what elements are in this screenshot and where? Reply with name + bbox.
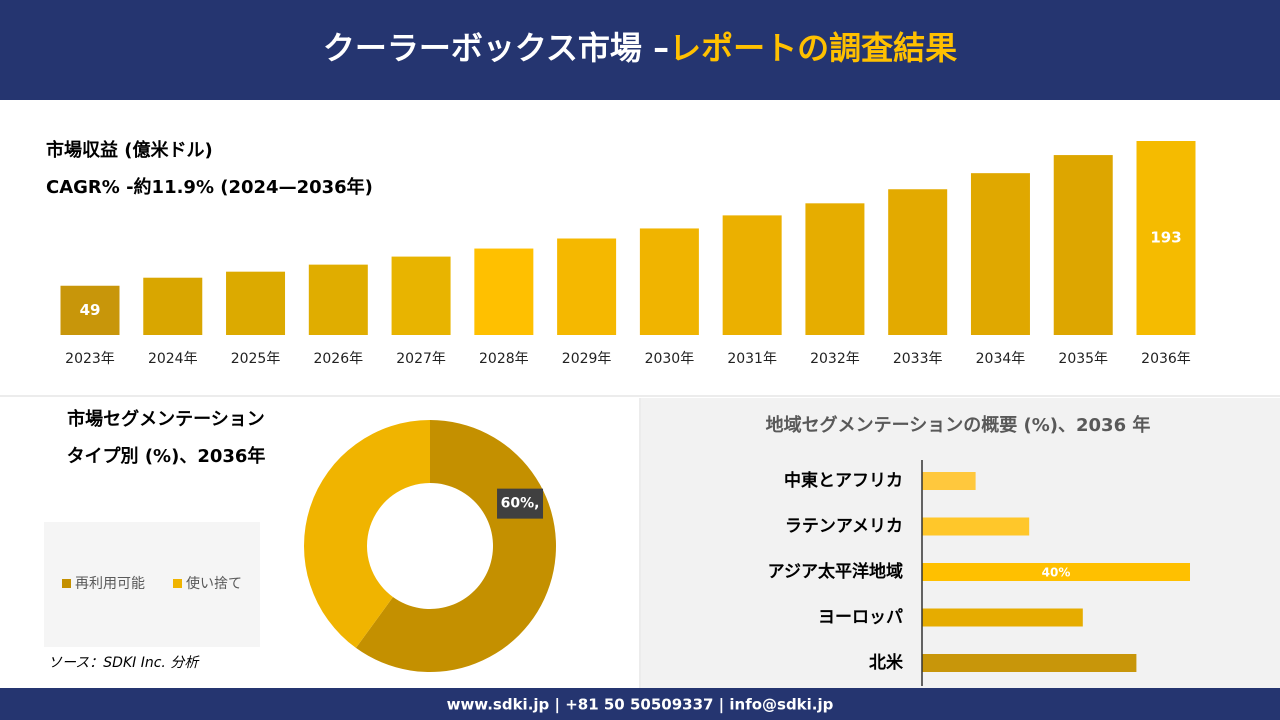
bar (888, 189, 948, 335)
legend-swatch (62, 579, 71, 588)
bar (1136, 141, 1196, 335)
y-tick-label: 北米 (869, 652, 904, 673)
bar (922, 608, 1083, 627)
chart-title: 市場セグメンテーション (67, 408, 265, 430)
value-label: 40% (1042, 566, 1071, 580)
chart-title: 地域セグメンテーションの概要 (%)、2036 年 (766, 414, 1151, 436)
bar (970, 173, 1030, 335)
pie-slice (304, 420, 430, 648)
bar (922, 654, 1137, 672)
x-tick-label: 2029年 (562, 351, 612, 367)
x-tick-label: 2032年 (810, 351, 860, 367)
x-tick-label: 2024年 (148, 351, 198, 367)
legend-label: 再利用可能 (75, 576, 145, 592)
y-tick-label: ヨーロッパ (818, 608, 903, 628)
y-tick-label: アジア太平洋地域 (768, 561, 903, 582)
value-label: 49 (80, 301, 101, 319)
x-tick-label: 2030年 (645, 351, 695, 367)
x-tick-label: 2027年 (396, 351, 446, 367)
region-panel (641, 398, 1280, 688)
footer: www.sdki.jp | +81 50 50509337 | info@sdk… (447, 696, 834, 715)
chart-subtitle: CAGR% -約11.9% (2024—2036年) (46, 176, 373, 198)
bar (922, 563, 1190, 581)
bar (639, 228, 699, 335)
label-box (497, 488, 544, 519)
bar (922, 517, 1030, 536)
bar (922, 472, 976, 490)
title-highlight: レポートの調査結果 (669, 29, 957, 67)
x-tick-label: 2031年 (727, 351, 777, 367)
source: ソース：SDKI Inc. 分析 (48, 655, 200, 671)
header-band (0, 0, 1280, 100)
bar (722, 215, 782, 335)
bar (226, 271, 286, 335)
x-tick-label: 2023年 (65, 351, 115, 367)
x-tick-label: 2036年 (1141, 351, 1191, 367)
bar (308, 264, 368, 335)
y-tick-label: ラテンアメリカ (785, 517, 903, 537)
x-tick-label: 2028年 (479, 351, 529, 367)
legend-swatch (173, 579, 182, 588)
bar (60, 285, 120, 335)
x-tick-label: 2025年 (231, 351, 281, 367)
x-tick-label: 2033年 (893, 351, 943, 367)
chart-subtitle: タイプ別 (%)、2036年 (67, 445, 266, 467)
bar (557, 238, 617, 335)
bar (805, 203, 865, 335)
chart-title: 市場収益 (億米ドル) (46, 139, 213, 161)
value-label: 193 (1150, 229, 1181, 247)
footer-band (0, 688, 1280, 720)
bar (474, 248, 534, 335)
legend-box (44, 522, 260, 647)
x-tick-label: 2034年 (976, 351, 1026, 367)
title-main: クーラーボックス市場 – (323, 29, 669, 67)
legend-label: 使い捨て (186, 575, 242, 592)
bar (143, 277, 203, 335)
y-tick-label: 中東とアフリカ (784, 470, 903, 491)
x-tick-label: 2026年 (313, 351, 363, 367)
pie-slice (355, 420, 556, 672)
header-title: クーラーボックス市場 –レポートの調査結果 (323, 29, 957, 67)
value-label: 60%, (501, 496, 540, 512)
x-tick-label: 2035年 (1058, 351, 1108, 367)
bar (391, 256, 451, 335)
bar (1053, 155, 1113, 335)
